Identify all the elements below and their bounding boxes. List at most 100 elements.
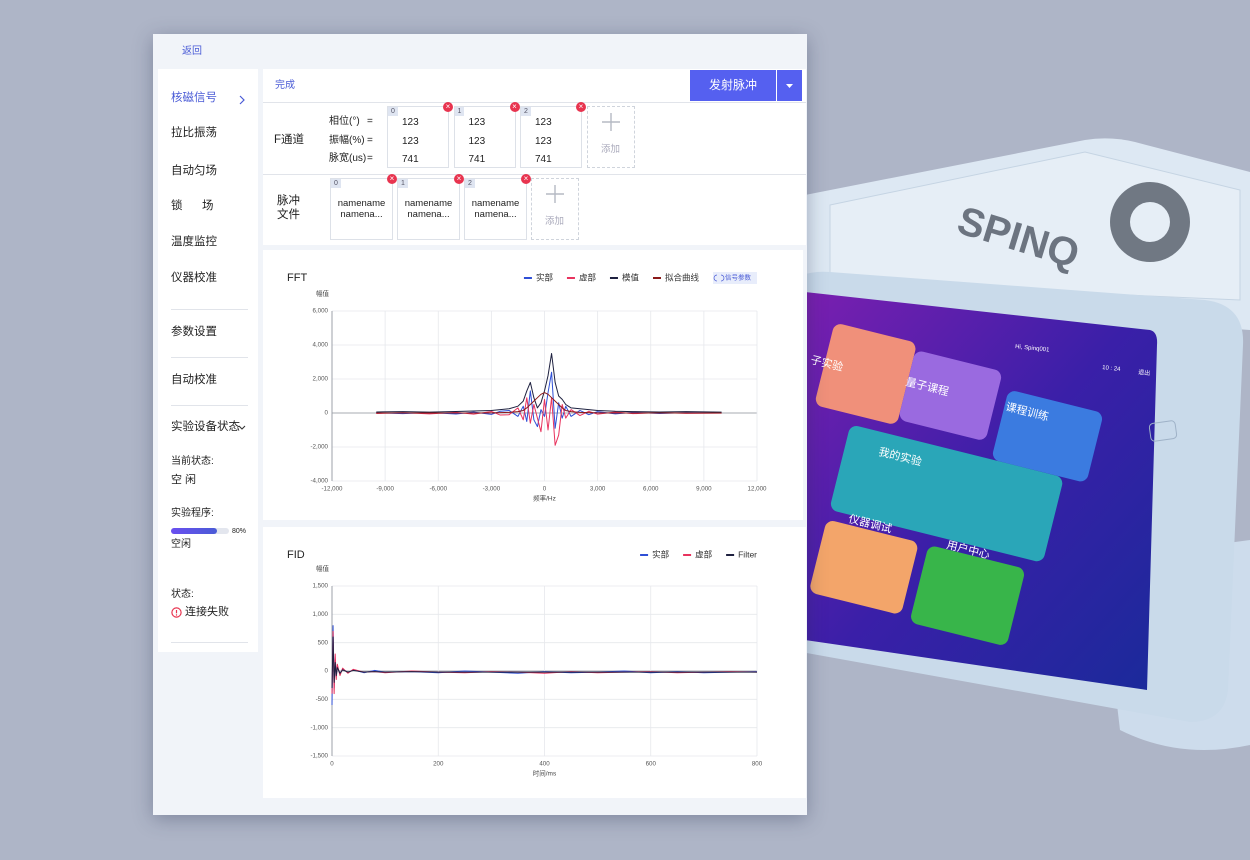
legend-label[interactable]: 拟合曲线	[665, 272, 700, 282]
status-label: 状态:	[171, 589, 194, 600]
logo-inner	[1130, 202, 1170, 242]
legend-button-label: 信号参数	[725, 273, 752, 282]
signal-params-button[interactable]	[713, 272, 757, 284]
tile	[911, 546, 1025, 645]
dropdown-button[interactable]	[777, 70, 802, 101]
legend-label[interactable]: 实部	[536, 272, 554, 282]
y-tick-label: 0	[325, 410, 329, 417]
fid-panel	[263, 527, 806, 798]
file-name: namename	[404, 198, 453, 209]
status-value: 空 闲	[171, 474, 197, 486]
menu-item[interactable]: 自动校准	[171, 374, 217, 386]
sidebar	[158, 69, 258, 652]
card-index: 0	[331, 179, 341, 188]
legend-label[interactable]: 虚部	[579, 272, 597, 282]
x-tick-label: 3,000	[590, 486, 606, 493]
remove-button[interactable]: ×	[521, 174, 531, 184]
y-tick-label: 6,000	[313, 308, 329, 315]
equals: =	[367, 116, 373, 127]
y-tick-label: -2,000	[310, 444, 328, 451]
add-card[interactable]: 添加	[531, 178, 579, 240]
remove-button[interactable]: ×	[454, 174, 464, 184]
channel-card[interactable]: 0 × 123 123 741	[387, 102, 453, 168]
legend-label[interactable]: 虚部	[695, 549, 713, 559]
y-axis-label: 幅值	[316, 564, 330, 573]
f-channel-label: F通道	[274, 134, 305, 146]
menu-item[interactable]: 参数设置	[171, 326, 217, 338]
series-line	[376, 371, 722, 429]
progress-label: 80%	[232, 528, 247, 535]
file-card[interactable]: 2 × namename namena...	[464, 174, 531, 240]
param-value: 123	[402, 117, 419, 128]
legend-label[interactable]: 实部	[652, 549, 670, 559]
card-index: 0	[388, 107, 398, 116]
series-line	[376, 397, 722, 446]
param-value: 123	[535, 117, 552, 128]
add-label: 添加	[545, 216, 565, 227]
fft-panel	[263, 250, 803, 520]
x-tick-label: 6,000	[643, 486, 659, 493]
file-card[interactable]: 1 × namename namena...	[397, 174, 464, 240]
x-tick-label: 0	[330, 761, 334, 768]
progress-track	[171, 528, 229, 534]
equals: =	[367, 153, 373, 164]
y-tick-label: -500	[316, 696, 329, 703]
plus-icon	[546, 185, 564, 203]
back-link[interactable]: 返回	[182, 46, 202, 57]
x-axis-label: 频率/Hz	[533, 494, 556, 503]
error-icon	[171, 607, 182, 618]
equals: =	[367, 135, 373, 146]
x-tick-label: 200	[433, 761, 444, 768]
menu-item[interactable]: 实验设备状态	[171, 421, 240, 433]
x-tick-label: 0	[543, 486, 547, 493]
channel-card[interactable]: 2 × 123 123 741	[520, 102, 586, 168]
file-name: namename	[337, 198, 386, 209]
y-tick-label: -1,500	[310, 753, 328, 760]
done-link[interactable]: 完成	[275, 80, 295, 91]
y-axis-label: 幅值	[316, 289, 330, 298]
y-tick-label: -4,000	[310, 478, 328, 485]
series-line	[376, 353, 722, 413]
menu-item[interactable]: 自动匀场	[171, 165, 217, 177]
menu-item[interactable]: 温度监控	[171, 236, 217, 248]
tile	[830, 425, 1063, 562]
file-name: namena...	[340, 209, 383, 220]
card-index: 1	[398, 179, 408, 188]
y-tick-label: 1,000	[313, 611, 329, 618]
menu-item[interactable]: 仪器校准	[171, 272, 217, 284]
x-tick-label: -12,000	[322, 486, 344, 493]
param-value: 123	[468, 117, 486, 128]
status-error: 连接失败	[185, 606, 229, 618]
param-value: 741	[468, 154, 486, 165]
remove-button[interactable]: ×	[576, 102, 586, 112]
menu-item[interactable]: 核磁信号	[171, 92, 217, 104]
chevron-down	[238, 425, 246, 430]
remove-button[interactable]: ×	[387, 174, 397, 184]
y-tick-label: 1,500	[313, 583, 329, 590]
status-label: 实验程序:	[171, 508, 214, 519]
param-label: 相位(°)	[329, 116, 360, 127]
y-tick-label: 500	[318, 639, 329, 646]
divider	[171, 405, 248, 406]
legend-label[interactable]: 模值	[622, 272, 640, 282]
fire-button[interactable]: 发射脉冲	[690, 70, 776, 101]
x-tick-label: -9,000	[376, 486, 394, 493]
remove-button[interactable]: ×	[509, 102, 520, 112]
chart-title: FFT	[287, 272, 307, 284]
add-card[interactable]: 添加	[587, 106, 635, 168]
remove-button[interactable]: ×	[443, 102, 453, 112]
param-value: 123	[402, 136, 419, 147]
add-label: 添加	[601, 144, 621, 155]
file-card[interactable]: 0 × namename namena...	[330, 174, 397, 240]
tile	[815, 324, 916, 424]
legend-label[interactable]: Filter	[738, 549, 757, 559]
y-tick-label: -1,000	[310, 724, 328, 731]
y-tick-label: 4,000	[313, 342, 329, 349]
menu-item[interactable]: 锁 场	[171, 200, 218, 212]
menu-item[interactable]: 拉比振荡	[171, 127, 217, 139]
chart-title: FID	[287, 549, 305, 561]
channel-card[interactable]: 1 × 123 123 741	[453, 102, 520, 168]
